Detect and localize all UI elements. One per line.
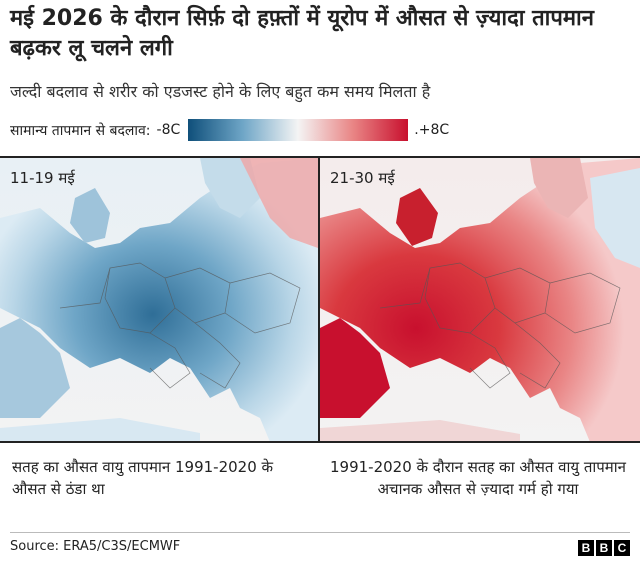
europe-map-warm: [320, 158, 640, 442]
legend-gradient-bar: [188, 119, 409, 141]
caption-early: सतह का औसत वायु तापमान 1991-2020 के औसत …: [12, 458, 274, 498]
bbc-logo-letter: B: [596, 540, 612, 556]
uk-cool: [70, 188, 110, 243]
uk-warm: [396, 188, 438, 246]
bottom-rule: [0, 441, 640, 443]
source-note: Source: ERA5/C3S/ECMWF: [10, 539, 181, 554]
borders-cool: [59, 262, 301, 389]
iberia-cool: [0, 318, 70, 418]
map-panels: 11-19 मई 21-30 मई: [0, 158, 640, 442]
map-panel-early-may: [0, 158, 318, 442]
land-cool: [0, 158, 318, 442]
northeast-cool: [590, 168, 640, 268]
legend-min-label: -8C: [156, 122, 181, 138]
legend-label: सामान्य तापमान से बदलाव:: [10, 122, 151, 139]
bbc-logo-letter: B: [578, 540, 594, 556]
map-panel-late-may: [320, 158, 640, 442]
borders-warm: [379, 262, 621, 389]
northeast-warm: [240, 158, 318, 248]
legend-max-label: .+8C: [414, 122, 450, 138]
footer-rule: [10, 532, 630, 533]
bbc-logo-letter: C: [614, 540, 630, 556]
scandinavia-warm: [530, 158, 588, 218]
top-rule: [0, 156, 640, 158]
europe-map-cool: [0, 158, 318, 442]
scandinavia-cool: [200, 158, 260, 218]
page-subtitle: जल्दी बदलाव से शरीर को एडजस्ट होने के लि…: [10, 82, 431, 101]
caption-late: 1991-2020 के दौरान सतह का औसत वायु तापमा…: [329, 458, 626, 498]
bbc-logo: B B C: [578, 540, 630, 556]
land-warm: [320, 158, 640, 442]
north-africa-warm: [320, 420, 520, 442]
page-title: मई 2026 के दौरान सिर्फ़ दो हफ़्तों में य…: [10, 6, 594, 61]
color-legend: सामान्य तापमान से बदलाव: -8C .+8C: [10, 118, 449, 142]
panel-date-early: 11-19 मई: [10, 169, 75, 187]
iberia-warm: [320, 318, 390, 418]
panel-date-late: 21-30 मई: [330, 169, 395, 187]
north-africa-cool: [0, 418, 200, 442]
panel-divider: [318, 158, 320, 442]
